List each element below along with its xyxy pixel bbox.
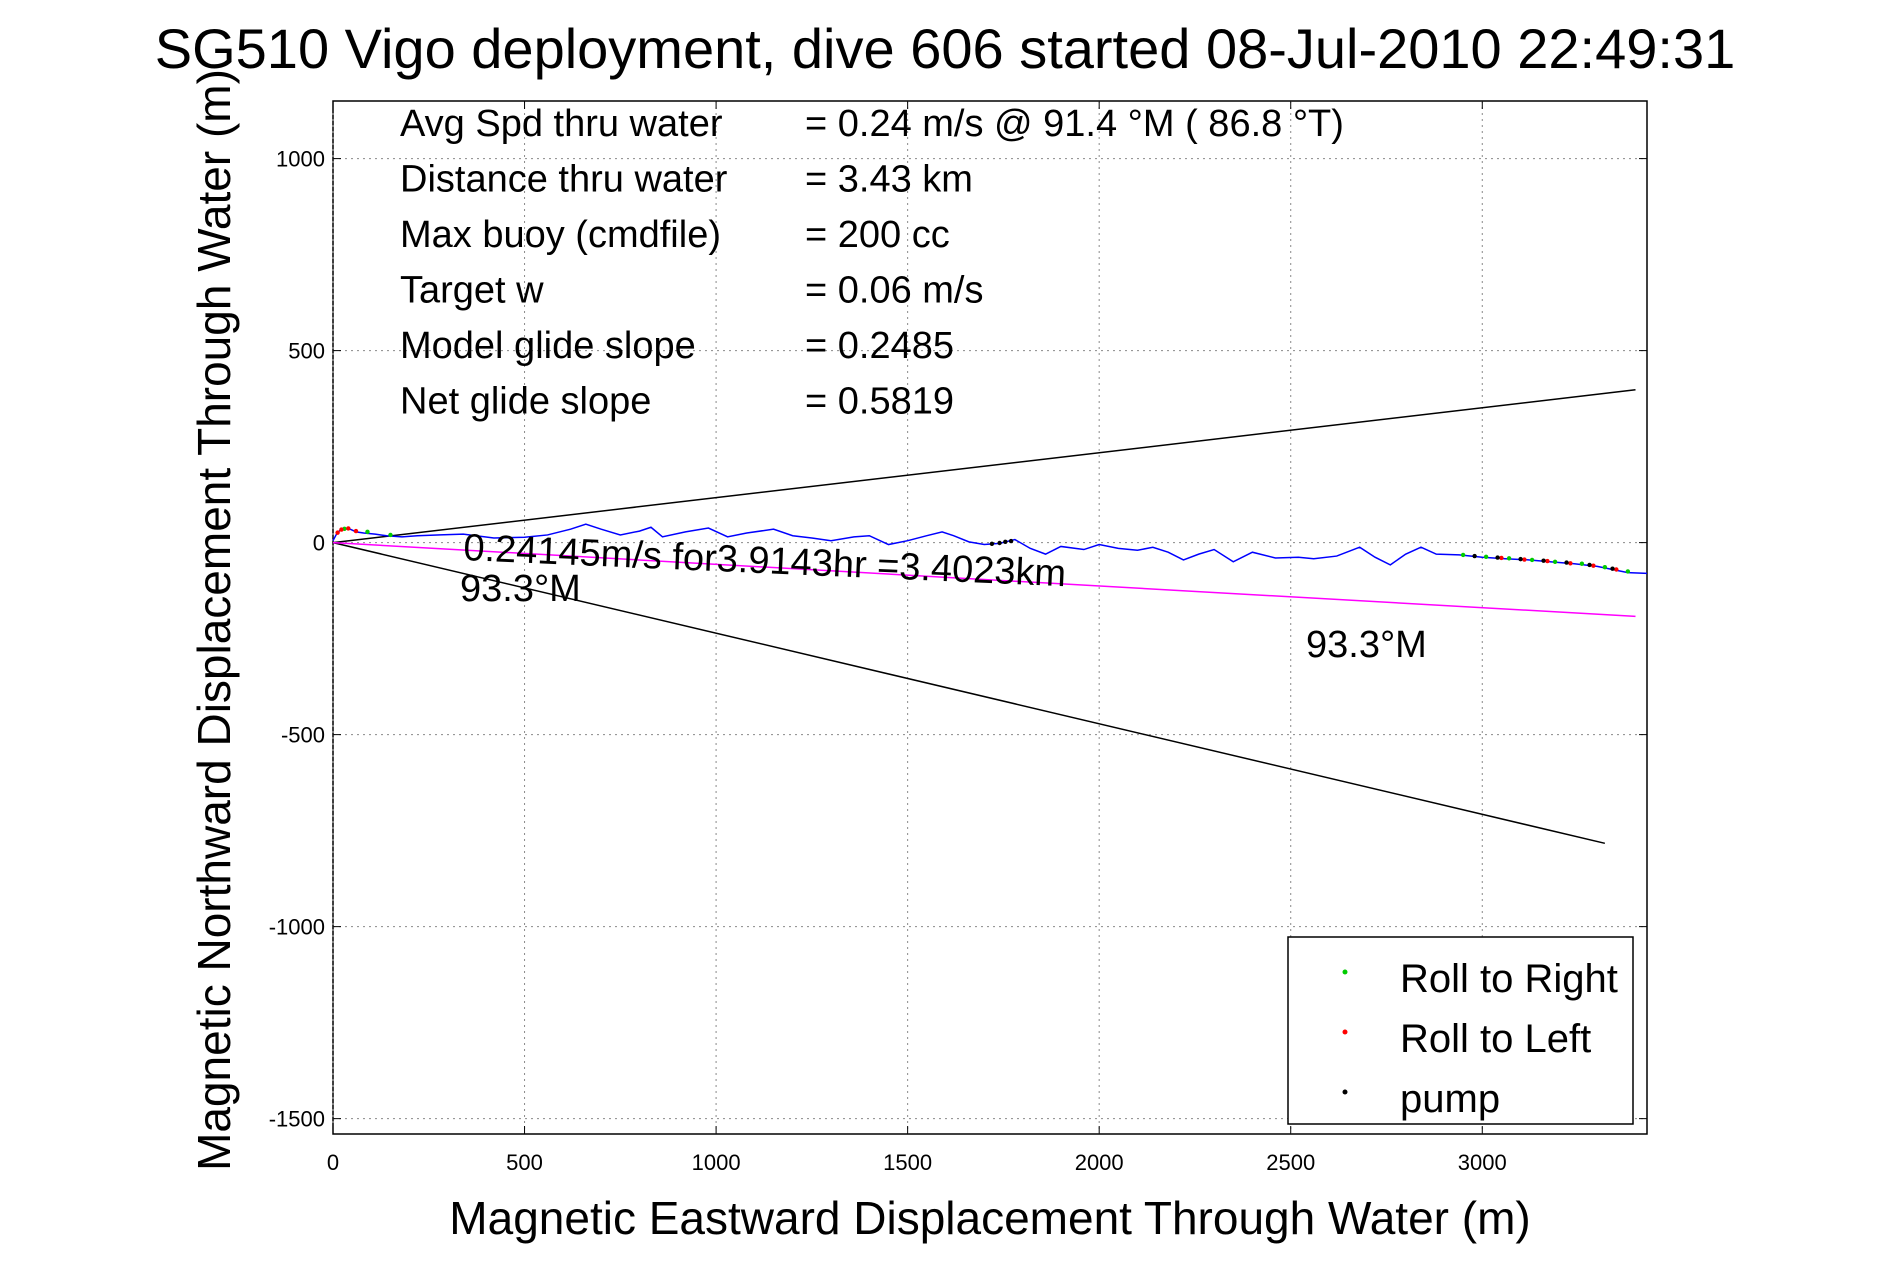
info-line-label: Avg Spd thru water [400,103,723,145]
info-line-label: Target w [400,270,544,312]
legend-marker-pump [1342,1089,1348,1095]
y-tick-label: -1500 [269,1107,325,1132]
x-tick-label: 500 [506,1150,543,1175]
legend-label: Roll to Right [1400,957,1618,1001]
pump-marker [1518,556,1523,562]
legend-items: Roll to Right Roll to Left pump [1342,957,1618,1121]
legend-marker-roll-right [1342,969,1348,975]
roll-right-marker [1529,557,1535,563]
y-tick-label: 1000 [276,147,325,172]
info-line-value: = 0.2485 [805,325,954,367]
x-tick-label: 3000 [1458,1150,1507,1175]
roll-left-marker [335,530,340,535]
roll-left-marker [1522,557,1527,562]
roll-left-marker [1545,558,1550,564]
y-tick-label: -1000 [269,915,325,940]
pump-marker [1472,553,1477,559]
pump-marker [1541,558,1546,563]
pump-marker [1610,566,1615,571]
info-line-label: Model glide slope [400,325,696,367]
roll-left-marker [1614,567,1619,572]
heading-annotation-right: 93.3°M [1306,624,1427,666]
roll-left-marker [1568,561,1573,566]
info-line-label: Distance thru water [400,159,728,201]
pump-marker [1495,555,1500,560]
dive-track-line [332,523,1648,575]
legend: Roll to Right Roll to Left pump [1287,936,1634,1125]
info-line-label: Net glide slope [400,381,651,423]
x-tick-label: 0 [327,1150,339,1175]
dive-info-block: Avg Spd thru water = 0.24 m/s @ 91.4 °M (… [400,103,1344,423]
info-line-value: = 3.43 km [805,159,973,201]
y-axis-label: Magnetic Northward Displacement Through … [188,69,240,1171]
roll-right-marker [1552,559,1558,565]
x-tick-label: 2500 [1266,1150,1315,1175]
grid-lines [332,101,1647,1134]
pump-marker [997,540,1002,546]
roll-left-marker [353,528,359,534]
legend-label: pump [1400,1077,1500,1121]
plot-lines [332,389,1648,845]
info-line-label: Max buoy (cmdfile) [400,214,721,256]
info-line-value: = 0.24 m/s @ 91.4 °M ( 86.8 °T) [805,103,1344,145]
roll-left-marker [346,526,351,531]
roll-right-marker [1579,561,1585,566]
pump-marker [1564,560,1569,565]
y-tick-label: 0 [313,531,325,556]
roll-right-marker [1602,564,1608,570]
pump-marker [989,541,995,546]
envelope-upper-line [332,389,1636,544]
info-line-value: = 0.06 m/s [805,270,983,312]
roll-right-marker [1506,556,1512,561]
roll-right-marker [365,529,370,535]
y-axis-ticks: 1000 500 0 -500 -1000 -1500 [269,147,1647,1132]
roll-right-marker [1625,569,1631,574]
heading-line [332,541,1636,618]
y-tick-label: -500 [281,723,325,748]
info-line-value: = 200 cc [805,214,950,256]
x-tick-label: 1500 [883,1150,932,1175]
roll-left-marker [1591,563,1596,568]
envelope-lower-line [332,541,1606,845]
pump-marker [1587,562,1592,568]
legend-marker-roll-left [1342,1029,1348,1035]
legend-label: Roll to Left [1400,1017,1591,1061]
roll-right-marker [1460,552,1466,558]
heading-annotation-left: 93.3°M [460,568,581,610]
chart-title: SG510 Vigo deployment, dive 606 started … [155,17,1736,80]
x-tick-label: 2000 [1075,1150,1124,1175]
roll-right-marker [1483,554,1489,560]
x-axis-ticks: 0 500 1000 1500 2000 2500 3000 [327,101,1507,1175]
x-tick-label: 1000 [692,1150,741,1175]
roll-left-marker [339,527,344,532]
pump-marker [1008,538,1014,544]
x-axis-label: Magnetic Eastward Displacement Through W… [449,1192,1530,1244]
roll-left-marker [1499,555,1504,561]
info-line-value: = 0.5819 [805,381,954,423]
pump-marker [1003,539,1008,545]
y-tick-label: 500 [288,339,325,364]
roll-right-marker [388,532,393,538]
plot-markers [335,526,1631,574]
